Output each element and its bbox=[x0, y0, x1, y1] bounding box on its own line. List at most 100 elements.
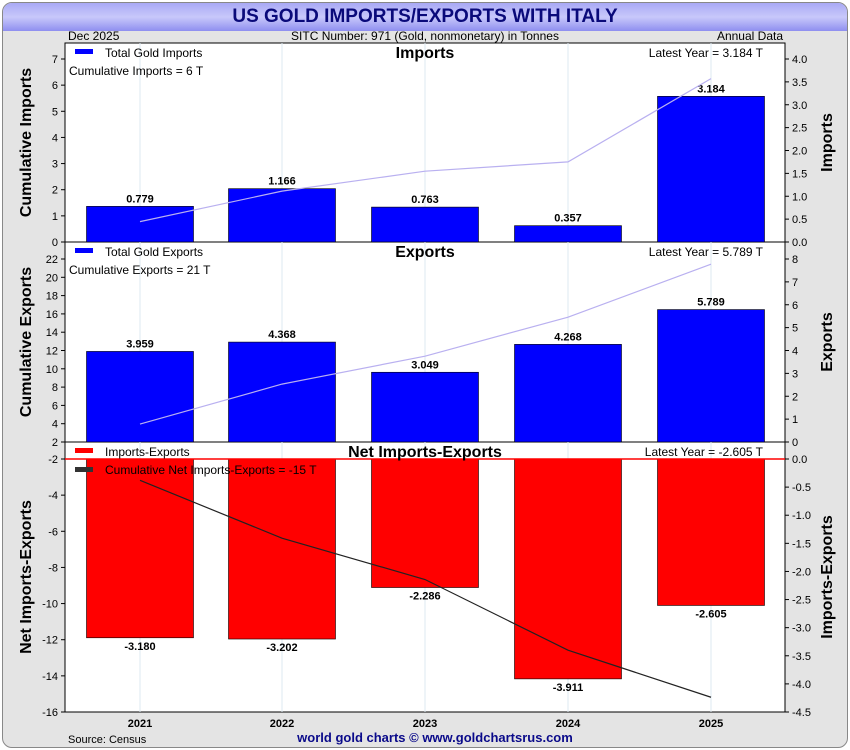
latest-year: Latest Year = 5.789 T bbox=[649, 245, 764, 259]
tick-label-left: 20 bbox=[46, 272, 58, 284]
bar-2023 bbox=[371, 371, 479, 443]
header-period: Annual Data bbox=[717, 29, 783, 43]
data-label: 4.368 bbox=[268, 329, 296, 341]
tick-label-left: -10 bbox=[42, 599, 58, 611]
legend-label: Total Gold Imports bbox=[105, 46, 202, 60]
tick-label-left: 6 bbox=[52, 80, 58, 92]
data-label: -2.605 bbox=[695, 608, 726, 620]
tick-label-left: 0 bbox=[52, 237, 58, 249]
tick-label-left: -4 bbox=[48, 490, 58, 502]
bar-2024 bbox=[514, 458, 622, 680]
legend-label: Total Gold Exports bbox=[105, 245, 203, 259]
tick-label-right: 4 bbox=[792, 346, 798, 358]
tick-label-right: 2.0 bbox=[792, 146, 807, 158]
tick-label-right: -0.5 bbox=[792, 482, 811, 494]
tick-label-left: 7 bbox=[52, 54, 58, 66]
x-tick-label: 2021 bbox=[128, 718, 152, 730]
y-axis-label-right: Exports bbox=[819, 312, 836, 372]
x-tick-label: 2025 bbox=[699, 718, 723, 730]
bar-2025 bbox=[657, 96, 765, 243]
bar-2023 bbox=[371, 458, 479, 588]
bar-2024 bbox=[514, 225, 622, 243]
legend-label-cumulative: Cumulative Net Imports-Exports = -15 T bbox=[105, 463, 317, 477]
tick-label-left: -16 bbox=[42, 707, 58, 719]
bar-2025 bbox=[657, 309, 765, 443]
tick-label-left: -8 bbox=[48, 562, 58, 574]
tick-label-right: 5 bbox=[792, 323, 798, 335]
tick-label-right: 0.0 bbox=[792, 454, 807, 466]
panel-title: Exports bbox=[395, 244, 455, 261]
bar-2021 bbox=[86, 351, 194, 443]
tick-label-left: 18 bbox=[46, 291, 58, 303]
bar-2023 bbox=[371, 206, 479, 243]
tick-label-right: -2.0 bbox=[792, 566, 811, 578]
bar-2024 bbox=[514, 344, 622, 443]
tick-label-right: 8 bbox=[792, 254, 798, 266]
chart-title: US GOLD IMPORTS/EXPORTS WITH ITALY bbox=[3, 3, 847, 31]
bar-2022 bbox=[228, 188, 336, 243]
tick-label-left: 14 bbox=[46, 327, 58, 339]
data-label: 3.184 bbox=[697, 83, 725, 95]
cumulative-line bbox=[139, 263, 712, 425]
tick-label-left: -2 bbox=[48, 454, 58, 466]
tick-label-right: 6 bbox=[792, 300, 798, 312]
y-axis-label-right: Imports-Exports bbox=[819, 515, 836, 639]
data-label: -3.202 bbox=[266, 642, 297, 654]
panel-title: Imports bbox=[396, 45, 455, 62]
tick-label-right: -3.0 bbox=[792, 623, 811, 635]
tick-label-right: 0 bbox=[792, 437, 798, 449]
legend-swatch bbox=[75, 49, 93, 54]
legend-label: Imports-Exports bbox=[105, 445, 190, 459]
tick-label-left: 10 bbox=[46, 364, 58, 376]
tick-label-left: 3 bbox=[52, 159, 58, 171]
bar-2022 bbox=[228, 341, 336, 443]
tick-label-right: 2.5 bbox=[792, 123, 807, 135]
tick-label-right: 2 bbox=[792, 391, 798, 403]
cumulative-line bbox=[139, 78, 712, 223]
cumulative-annotation: Cumulative Exports = 21 T bbox=[69, 263, 211, 277]
data-label: 0.779 bbox=[126, 193, 154, 205]
tick-label-right: 0.0 bbox=[792, 237, 807, 249]
data-label: 5.789 bbox=[697, 297, 725, 309]
tick-label-right: 1.0 bbox=[792, 191, 807, 203]
data-label: 4.268 bbox=[554, 331, 582, 343]
tick-label-left: 2 bbox=[52, 185, 58, 197]
tick-label-left: 4 bbox=[52, 419, 58, 431]
header-date: Dec 2025 bbox=[68, 29, 120, 43]
tick-label-right: -2.5 bbox=[792, 595, 811, 607]
tick-label-left: -12 bbox=[42, 635, 58, 647]
source-note: Source: Census bbox=[68, 734, 147, 746]
x-tick-label: 2022 bbox=[270, 718, 294, 730]
latest-year: Latest Year = -2.605 T bbox=[645, 445, 764, 459]
tick-label-right: 1 bbox=[792, 414, 798, 426]
bar-2025 bbox=[657, 458, 765, 606]
tick-label-left: 4 bbox=[52, 132, 58, 144]
tick-label-right: -1.0 bbox=[792, 510, 811, 522]
header-sitc: SITC Number: 971 (Gold, nonmonetary) in … bbox=[291, 29, 559, 43]
tick-label-right: -4.5 bbox=[792, 707, 811, 719]
data-label: 3.959 bbox=[126, 338, 154, 350]
x-tick-label: 2023 bbox=[413, 718, 437, 730]
y-axis-label-left: Cumulative Imports bbox=[18, 68, 35, 217]
credit: world gold charts © www.goldchartsrus.co… bbox=[296, 730, 573, 745]
data-label: -2.286 bbox=[409, 591, 440, 603]
tick-label-right: -3.5 bbox=[792, 651, 811, 663]
data-label: -3.180 bbox=[124, 641, 155, 653]
tick-label-right: -4.0 bbox=[792, 679, 811, 691]
data-label: 3.049 bbox=[411, 359, 439, 371]
tick-label-left: -6 bbox=[48, 526, 58, 538]
y-axis-label-left: Cumulative Exports bbox=[18, 267, 35, 417]
tick-label-left: 12 bbox=[46, 346, 58, 358]
tick-label-right: 1.5 bbox=[792, 168, 807, 180]
tick-label-right: 4.0 bbox=[792, 54, 807, 66]
cumulative-line bbox=[139, 479, 712, 698]
x-tick-label: 2024 bbox=[556, 718, 581, 730]
tick-label-right: 0.5 bbox=[792, 214, 807, 226]
tick-label-left: 1 bbox=[52, 211, 58, 223]
tick-label-right: 3.5 bbox=[792, 77, 807, 89]
data-label: 1.166 bbox=[268, 176, 296, 188]
latest-year: Latest Year = 3.184 T bbox=[649, 46, 764, 60]
tick-label-left: 22 bbox=[46, 254, 58, 266]
cumulative-annotation: Cumulative Imports = 6 T bbox=[69, 64, 204, 78]
tick-label-left: 2 bbox=[52, 437, 58, 449]
